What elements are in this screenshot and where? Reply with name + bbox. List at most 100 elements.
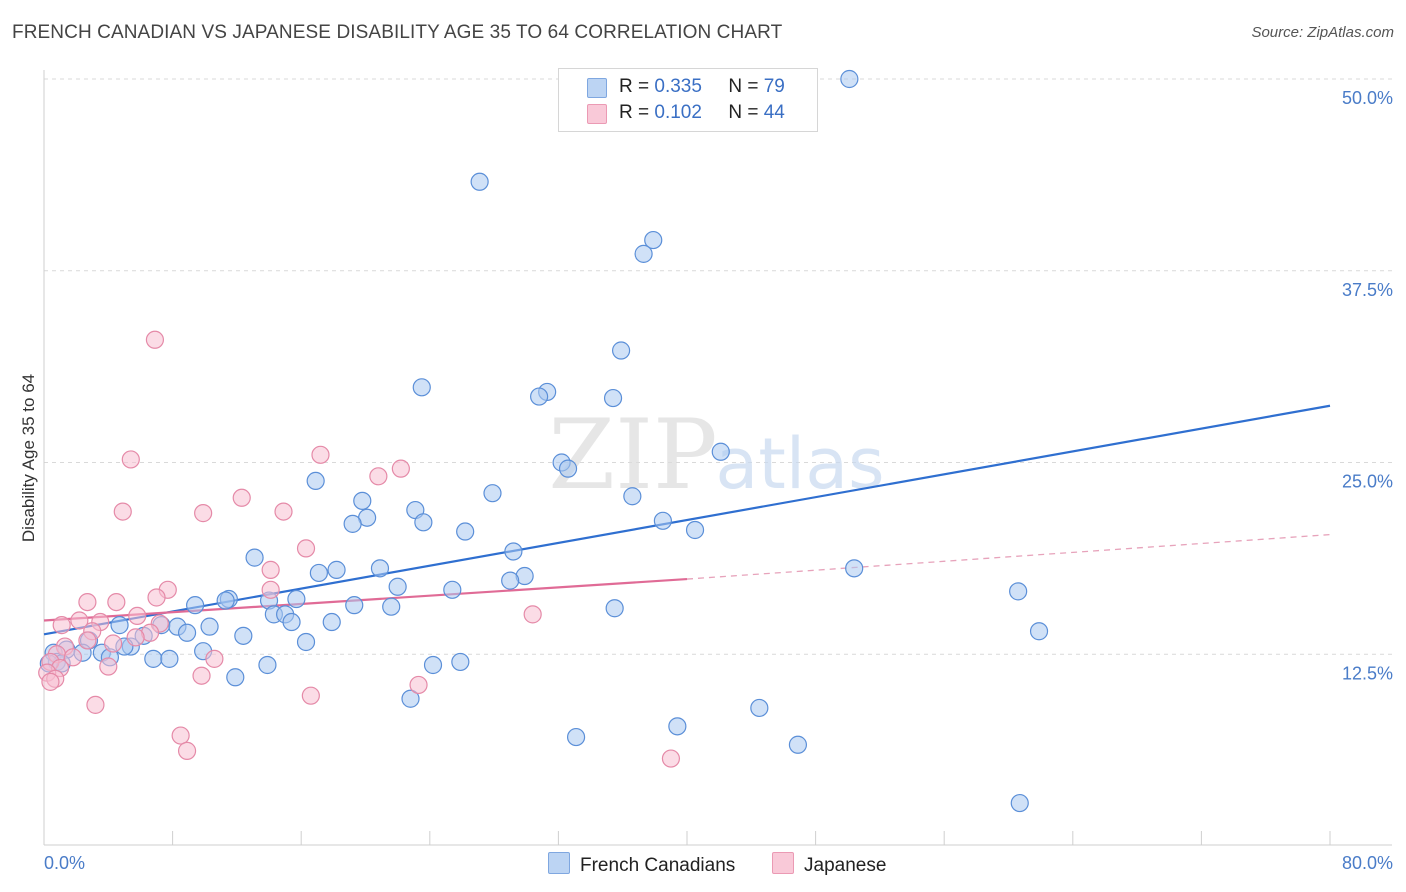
point-french-canadians [200,617,219,636]
point-french-canadians [401,689,420,708]
point-french-canadians [186,596,205,615]
point-japanese [261,560,280,579]
point-french-canadians [668,717,687,736]
legend-r-value: 0.102 [654,102,702,123]
point-japanese [113,502,132,521]
point-japanese [147,588,166,607]
point-japanese [78,631,97,650]
point-japanese [296,539,316,558]
point-japanese [78,592,97,612]
bottom-legend-japanese: Japanese [772,852,886,877]
legend-swatch-french-canadians [587,78,607,98]
trend-lines [43,404,1331,636]
point-french-canadians [451,652,470,672]
point-french-canadians [711,442,730,461]
y-tick-label: 37.5% [1342,280,1393,300]
point-french-canadians [382,597,401,616]
point-french-canadians [558,459,578,478]
y-tick-label: 25.0% [1342,472,1393,492]
bottom-legend-french-canadians: French Canadians [548,852,735,877]
point-french-canadians [353,491,372,510]
point-japanese [274,502,293,521]
point-french-canadians [258,655,277,675]
point-japanese [391,459,410,478]
point-french-canadians [1029,622,1049,641]
point-french-canadians [282,612,301,632]
point-french-canadians [605,599,624,618]
point-french-canadians [1010,793,1029,813]
point-japanese [52,616,71,635]
point-japanese [145,330,165,349]
chart-title: FRENCH CANADIAN VS JAPANESE DISABILITY A… [12,22,783,43]
point-french-canadians [685,520,705,540]
point-french-canadians [144,649,163,668]
point-japanese [261,580,280,599]
point-french-canadians [443,580,462,599]
bottom-legend-label: Japanese [804,855,887,876]
point-french-canadians [327,560,346,579]
point-japanese [104,634,123,653]
point-japanese [192,666,211,685]
point-french-canadians [412,378,431,397]
point-french-canadians [1009,582,1028,601]
legend-swatch-japanese [587,104,607,124]
trend-extension-japanese [686,533,1331,580]
point-french-canadians [322,612,341,632]
point-french-canadians [845,559,864,578]
point-french-canadians [840,69,859,89]
point-japanese [369,467,388,486]
point-french-canadians [634,244,653,263]
bottom-legend-label: French Canadians [580,855,736,876]
point-french-canadians [345,596,364,615]
point-japanese [107,592,126,612]
legend-text: R = 0.102 N = 44 [619,102,785,124]
point-french-canadians [456,522,475,541]
point-french-canadians [226,668,245,687]
trend-line-french-canadians [43,404,1331,636]
point-french-canadians [309,563,328,583]
point-japanese [121,450,140,469]
point-japanese [99,657,118,676]
point-french-canadians [287,589,306,609]
legend: R = 0.335 N = 79 R = 0.102 N = 44 [558,68,818,132]
trend-line-japanese [43,577,688,622]
y-tick-label: 12.5% [1342,663,1393,683]
legend-n-value: 79 [763,76,785,97]
legend-r-label: R = [619,76,650,97]
point-french-canadians [423,655,443,675]
x-tick-labels: 0.0% 80.0% [44,853,1393,873]
point-french-canadians [483,484,502,503]
data-points [38,69,1049,813]
x-tick-label: 80.0% [1342,853,1393,873]
point-french-canadians [530,387,549,406]
point-french-canadians [566,727,586,747]
bottom-legend-swatch-french-canadians [548,852,570,874]
point-french-canadians [343,514,362,533]
point-french-canadians [750,698,769,718]
point-japanese [301,686,320,705]
bottom-legend-swatch-japanese [772,852,794,874]
point-french-canadians [306,471,325,491]
point-japanese [523,605,542,624]
watermark: ZIP atlas [548,399,884,511]
point-french-canadians [501,571,520,590]
point-french-canadians [370,559,390,578]
legend-n-label: N = [728,102,759,123]
point-french-canadians [234,626,253,645]
legend-text: R = 0.335 N = 79 [619,76,785,98]
point-french-canadians [110,616,129,635]
source-label: Source: ZipAtlas.com [1251,24,1394,41]
point-french-canadians [611,341,631,360]
point-japanese [63,648,83,667]
point-french-canadians [623,487,642,506]
point-japanese [128,606,147,626]
point-french-canadians [216,591,235,610]
point-french-canadians [414,513,433,532]
point-japanese [409,675,428,695]
point-japanese [232,488,251,507]
point-japanese [126,628,145,647]
legend-n-label: N = [728,76,759,97]
point-japanese [70,611,89,630]
y-axis-label: Disability Age 35 to 64 [19,374,38,542]
